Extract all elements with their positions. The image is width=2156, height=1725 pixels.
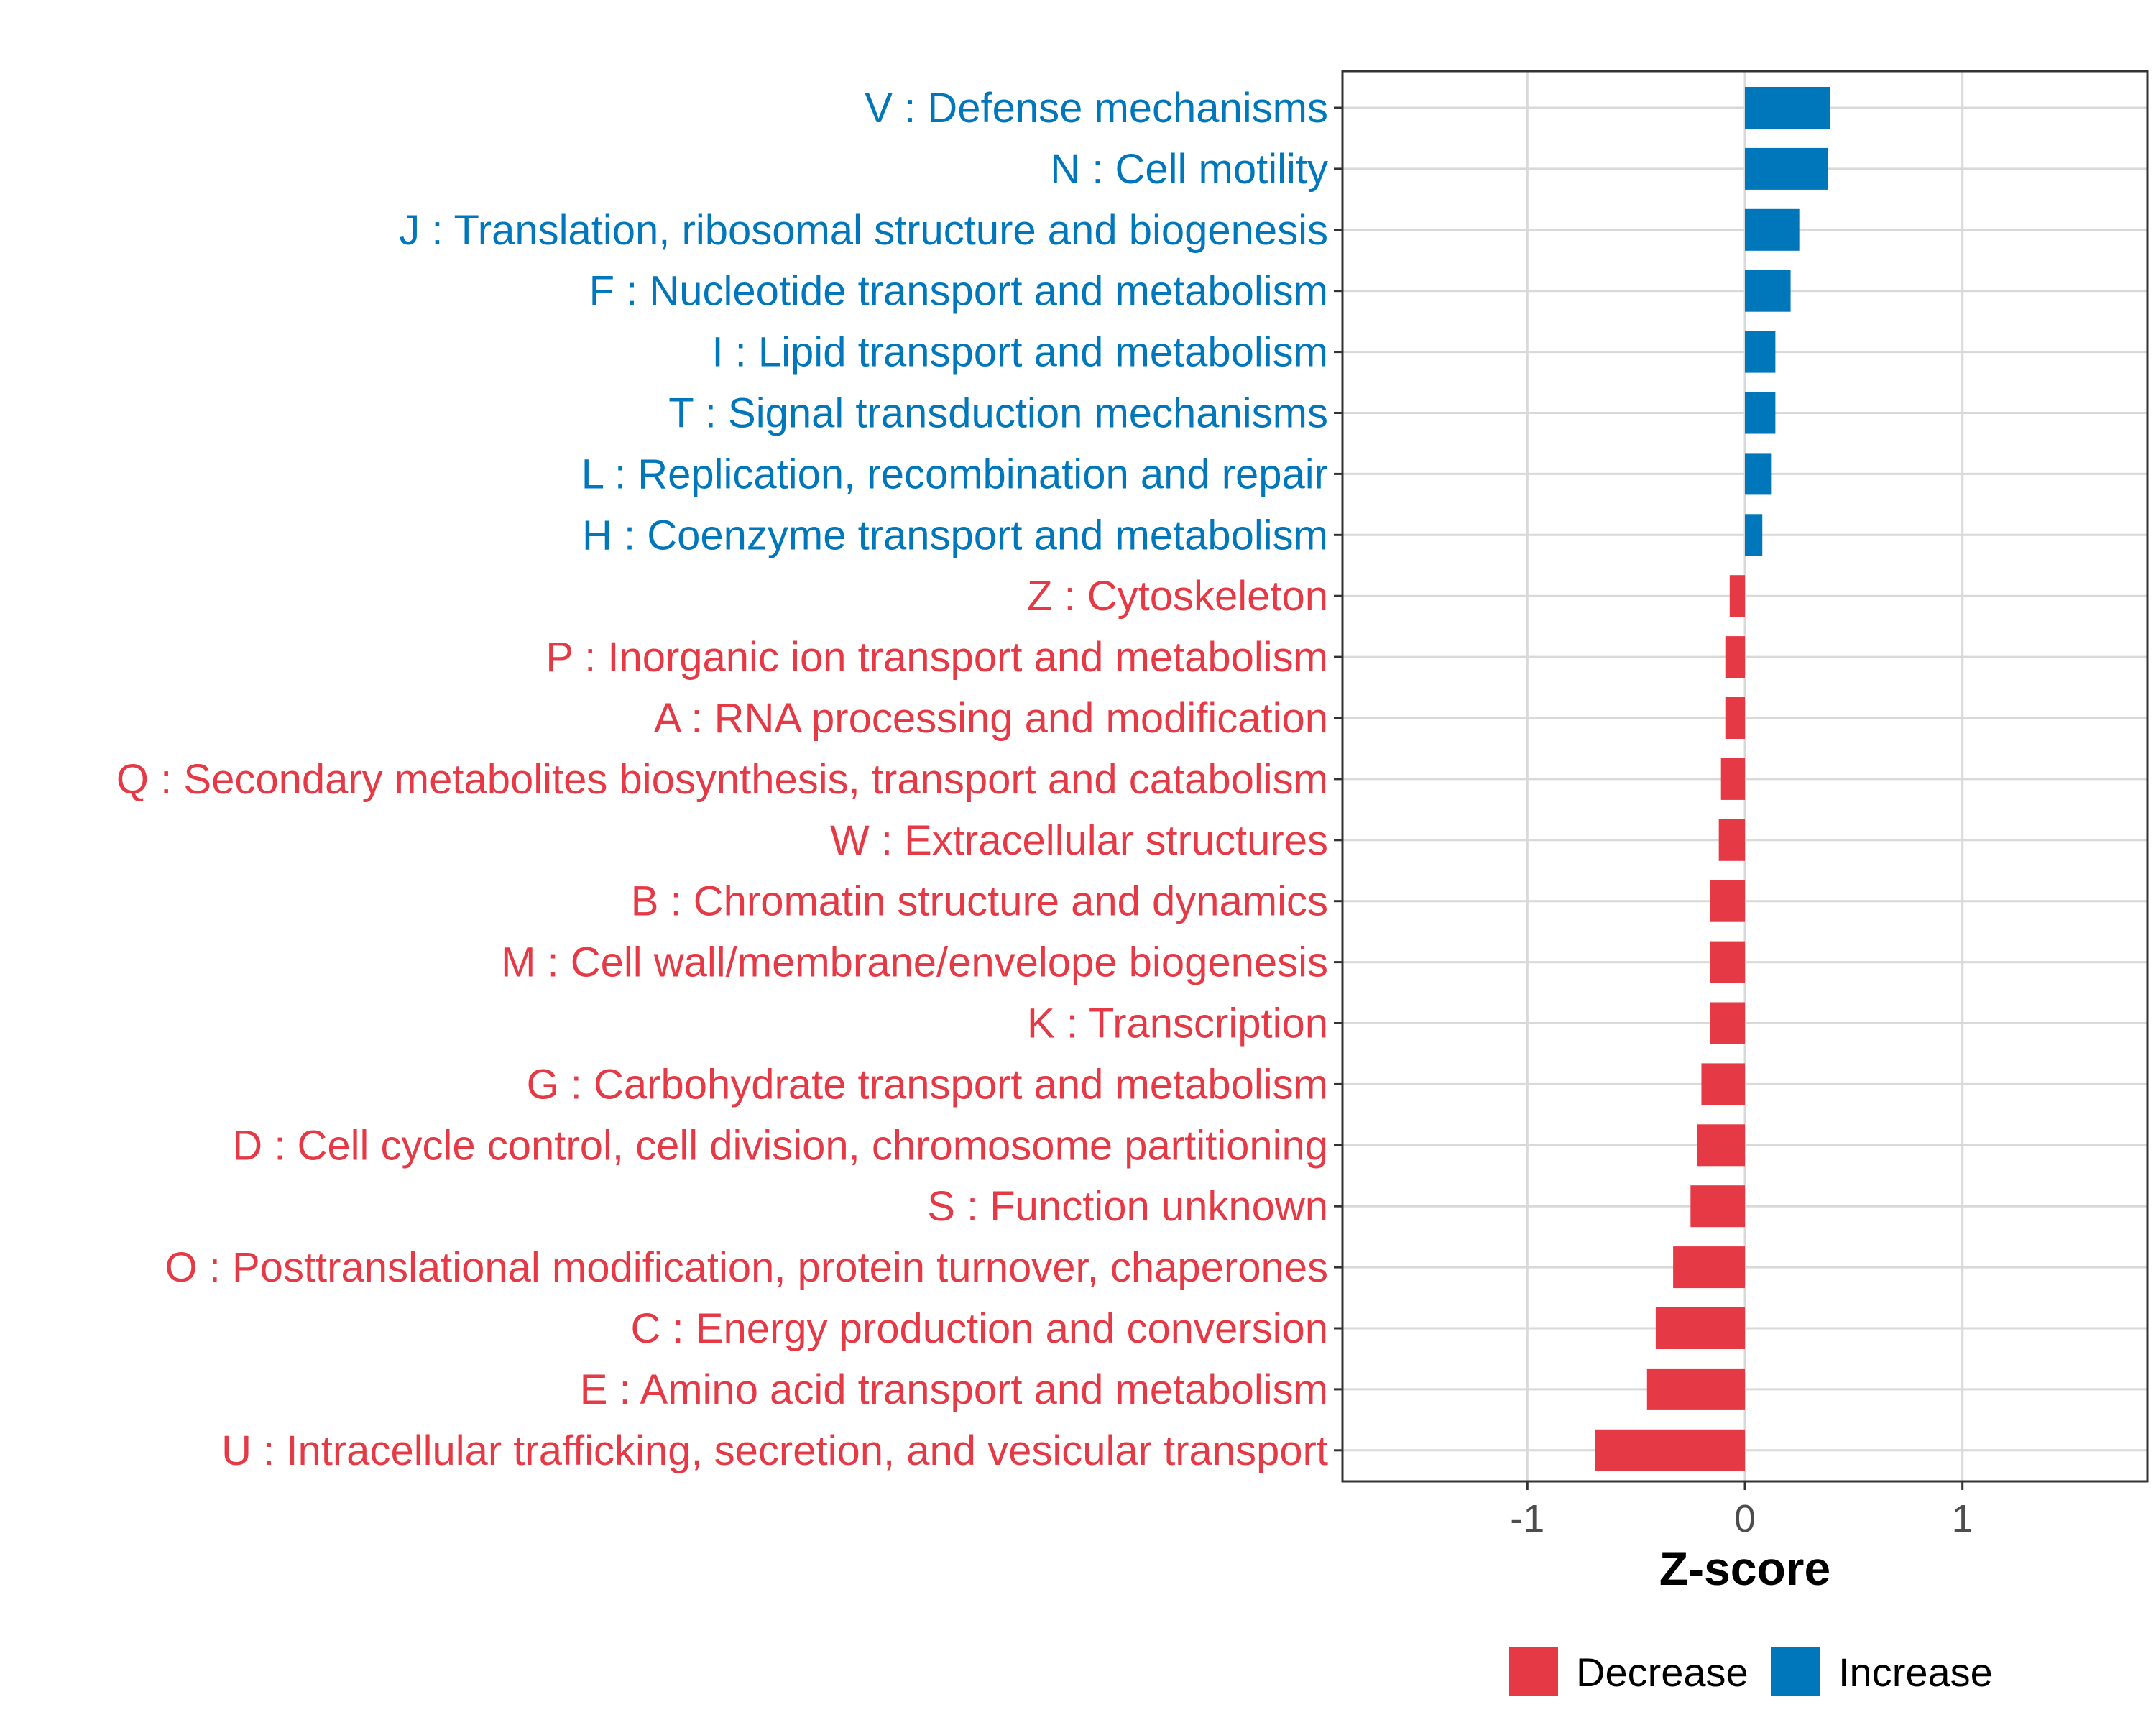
legend: Decrease Increase: [1509, 1647, 1993, 1696]
bar: [1745, 453, 1772, 495]
bar: [1745, 270, 1791, 312]
category-label: T : Signal transduction mechanisms: [668, 390, 1328, 437]
bar: [1745, 331, 1776, 373]
bar: [1710, 880, 1745, 922]
bars: [1595, 87, 1830, 1471]
bar: [1745, 392, 1776, 434]
bar: [1646, 1368, 1745, 1410]
x-tick-label: 0: [1734, 1497, 1756, 1540]
bar: [1729, 575, 1745, 617]
category-label: L : Replication, recombination and repai…: [581, 451, 1328, 497]
bar: [1673, 1246, 1745, 1289]
bar: [1745, 514, 1763, 556]
bar: [1720, 758, 1745, 800]
category-label: S : Function unknown: [927, 1183, 1328, 1230]
bar: [1710, 941, 1745, 983]
category-label: F : Nucleotide transport and metabolism: [589, 268, 1328, 315]
legend-swatch-decrease: [1509, 1647, 1558, 1696]
bar: [1725, 636, 1745, 678]
legend-label-decrease: Decrease: [1576, 1650, 1749, 1695]
bar: [1710, 1002, 1745, 1044]
category-label: I : Lipid transport and metabolism: [711, 329, 1328, 376]
bar: [1690, 1185, 1745, 1228]
category-label: M : Cell wall/membrane/envelope biogenes…: [501, 939, 1328, 986]
bar: [1745, 147, 1828, 190]
bar: [1595, 1429, 1745, 1471]
category-label: P : Inorganic ion transport and metaboli…: [545, 634, 1328, 681]
bar: [1745, 208, 1800, 251]
category-label: Z : Cytoskeleton: [1027, 573, 1328, 620]
category-label: Q : Secondary metabolites biosynthesis, …: [116, 756, 1328, 803]
bar: [1745, 87, 1830, 129]
category-label: D : Cell cycle control, cell division, c…: [232, 1122, 1328, 1169]
bar: [1718, 819, 1745, 861]
x-tick-label: -1: [1510, 1497, 1544, 1540]
legend-swatch-increase: [1771, 1647, 1820, 1696]
category-label: C : Energy production and conversion: [631, 1305, 1328, 1352]
category-label: A : RNA processing and modification: [654, 695, 1328, 742]
category-label: G : Carbohydrate transport and metabolis…: [527, 1061, 1328, 1108]
bar: [1655, 1307, 1745, 1349]
category-label: E : Amino acid transport and metabolism: [580, 1366, 1328, 1413]
x-tick-label: 1: [1952, 1497, 1973, 1540]
category-label: O : Posttranslational modification, prot…: [165, 1244, 1328, 1291]
category-label: H : Coenzyme transport and metabolism: [582, 512, 1328, 558]
y-axis-labels: V : Defense mechanisms N : Cell motility J…: [116, 85, 1328, 1474]
bar: [1697, 1124, 1745, 1167]
bar: [1725, 697, 1745, 739]
y-axis-ticks: [1334, 106, 1342, 1452]
category-label: K : Transcription: [1027, 1000, 1328, 1047]
category-label: J : Translation, ribosomal structure and…: [399, 207, 1328, 254]
bar: [1701, 1063, 1745, 1105]
category-label: U : Intracellular trafficking, secretion…: [221, 1427, 1328, 1474]
legend-label-increase: Increase: [1838, 1650, 1993, 1695]
x-axis-title: Z-score: [1659, 1542, 1830, 1595]
x-axis-ticks: -1 0 1: [1510, 1481, 1973, 1540]
category-label: W : Extracellular structures: [830, 817, 1328, 864]
category-label: N : Cell motility: [1050, 146, 1328, 193]
category-label: V : Defense mechanisms: [865, 85, 1328, 132]
category-label: B : Chromatin structure and dynamics: [631, 878, 1328, 925]
